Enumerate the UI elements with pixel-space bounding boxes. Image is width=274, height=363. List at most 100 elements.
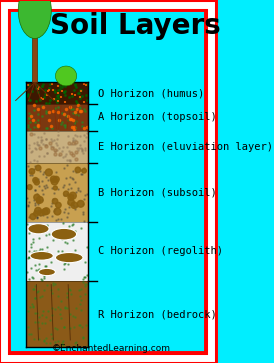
Point <box>42 153 46 159</box>
Point <box>27 142 31 148</box>
Point <box>43 91 47 97</box>
Point <box>56 202 61 208</box>
Point <box>28 112 33 118</box>
Point <box>56 87 60 93</box>
Point <box>47 170 51 175</box>
Point <box>68 157 73 163</box>
Point <box>26 202 31 208</box>
Point <box>56 185 60 191</box>
Point <box>55 93 60 99</box>
Point <box>62 182 67 188</box>
Point <box>62 89 67 95</box>
Point <box>50 200 55 205</box>
Point <box>67 228 71 234</box>
Point <box>65 118 70 123</box>
Point <box>82 81 86 87</box>
Point <box>41 171 45 177</box>
Point <box>47 231 52 236</box>
Point <box>83 281 88 287</box>
Point <box>30 303 35 309</box>
Point <box>56 83 60 89</box>
Point <box>53 151 58 157</box>
Point <box>27 126 32 132</box>
Point <box>79 167 83 173</box>
Point <box>56 129 60 134</box>
Point <box>79 88 83 94</box>
Point <box>57 118 62 123</box>
Point <box>60 110 65 116</box>
Point <box>47 85 51 91</box>
Point <box>36 89 41 95</box>
Point <box>44 314 48 319</box>
Point <box>45 249 49 255</box>
Point <box>50 213 55 219</box>
Point <box>59 121 63 126</box>
Point <box>36 201 40 207</box>
Point <box>84 97 89 103</box>
Point <box>56 105 61 110</box>
Point <box>80 334 85 340</box>
Point <box>29 170 33 175</box>
Point <box>32 248 37 254</box>
Point <box>72 126 76 132</box>
Point <box>76 102 80 108</box>
Point <box>79 108 83 114</box>
Point <box>59 315 63 321</box>
Point <box>34 82 39 87</box>
Point <box>83 146 87 151</box>
Point <box>68 150 73 156</box>
Point <box>40 187 44 192</box>
Point <box>27 254 31 260</box>
Point <box>28 119 32 125</box>
Ellipse shape <box>55 66 77 86</box>
Point <box>74 139 78 144</box>
Point <box>53 185 58 191</box>
Point <box>36 121 41 127</box>
Point <box>25 91 30 97</box>
Point <box>73 92 77 98</box>
Point <box>39 277 43 282</box>
Point <box>41 192 45 197</box>
Point <box>30 226 34 232</box>
Point <box>38 97 42 102</box>
Point <box>38 294 42 300</box>
Point <box>27 111 31 117</box>
Point <box>67 227 72 233</box>
Point <box>74 84 78 90</box>
Point <box>37 84 41 90</box>
Point <box>26 124 30 130</box>
Point <box>67 286 71 292</box>
Point <box>52 96 56 102</box>
Point <box>36 111 40 117</box>
Point <box>64 175 69 180</box>
Point <box>70 124 74 130</box>
Point <box>49 176 53 182</box>
Point <box>39 140 43 146</box>
Point <box>53 89 57 95</box>
Point <box>67 140 71 146</box>
Point <box>42 338 47 344</box>
Point <box>68 195 73 200</box>
Point <box>56 132 60 138</box>
Point <box>62 192 66 198</box>
Point <box>64 191 68 197</box>
Point <box>70 197 74 203</box>
Point <box>56 304 60 310</box>
Point <box>33 163 38 169</box>
Point <box>73 81 77 87</box>
Point <box>36 122 40 128</box>
Point <box>34 214 39 220</box>
Point <box>26 163 30 169</box>
Point <box>28 172 32 178</box>
Point <box>43 209 47 215</box>
Point <box>47 117 52 123</box>
Point <box>47 100 51 106</box>
Point <box>53 105 57 110</box>
Point <box>41 212 45 218</box>
Point <box>33 200 37 206</box>
Point <box>44 142 48 148</box>
Point <box>60 84 65 90</box>
Point <box>28 113 33 119</box>
Point <box>51 176 56 182</box>
Point <box>36 123 40 129</box>
